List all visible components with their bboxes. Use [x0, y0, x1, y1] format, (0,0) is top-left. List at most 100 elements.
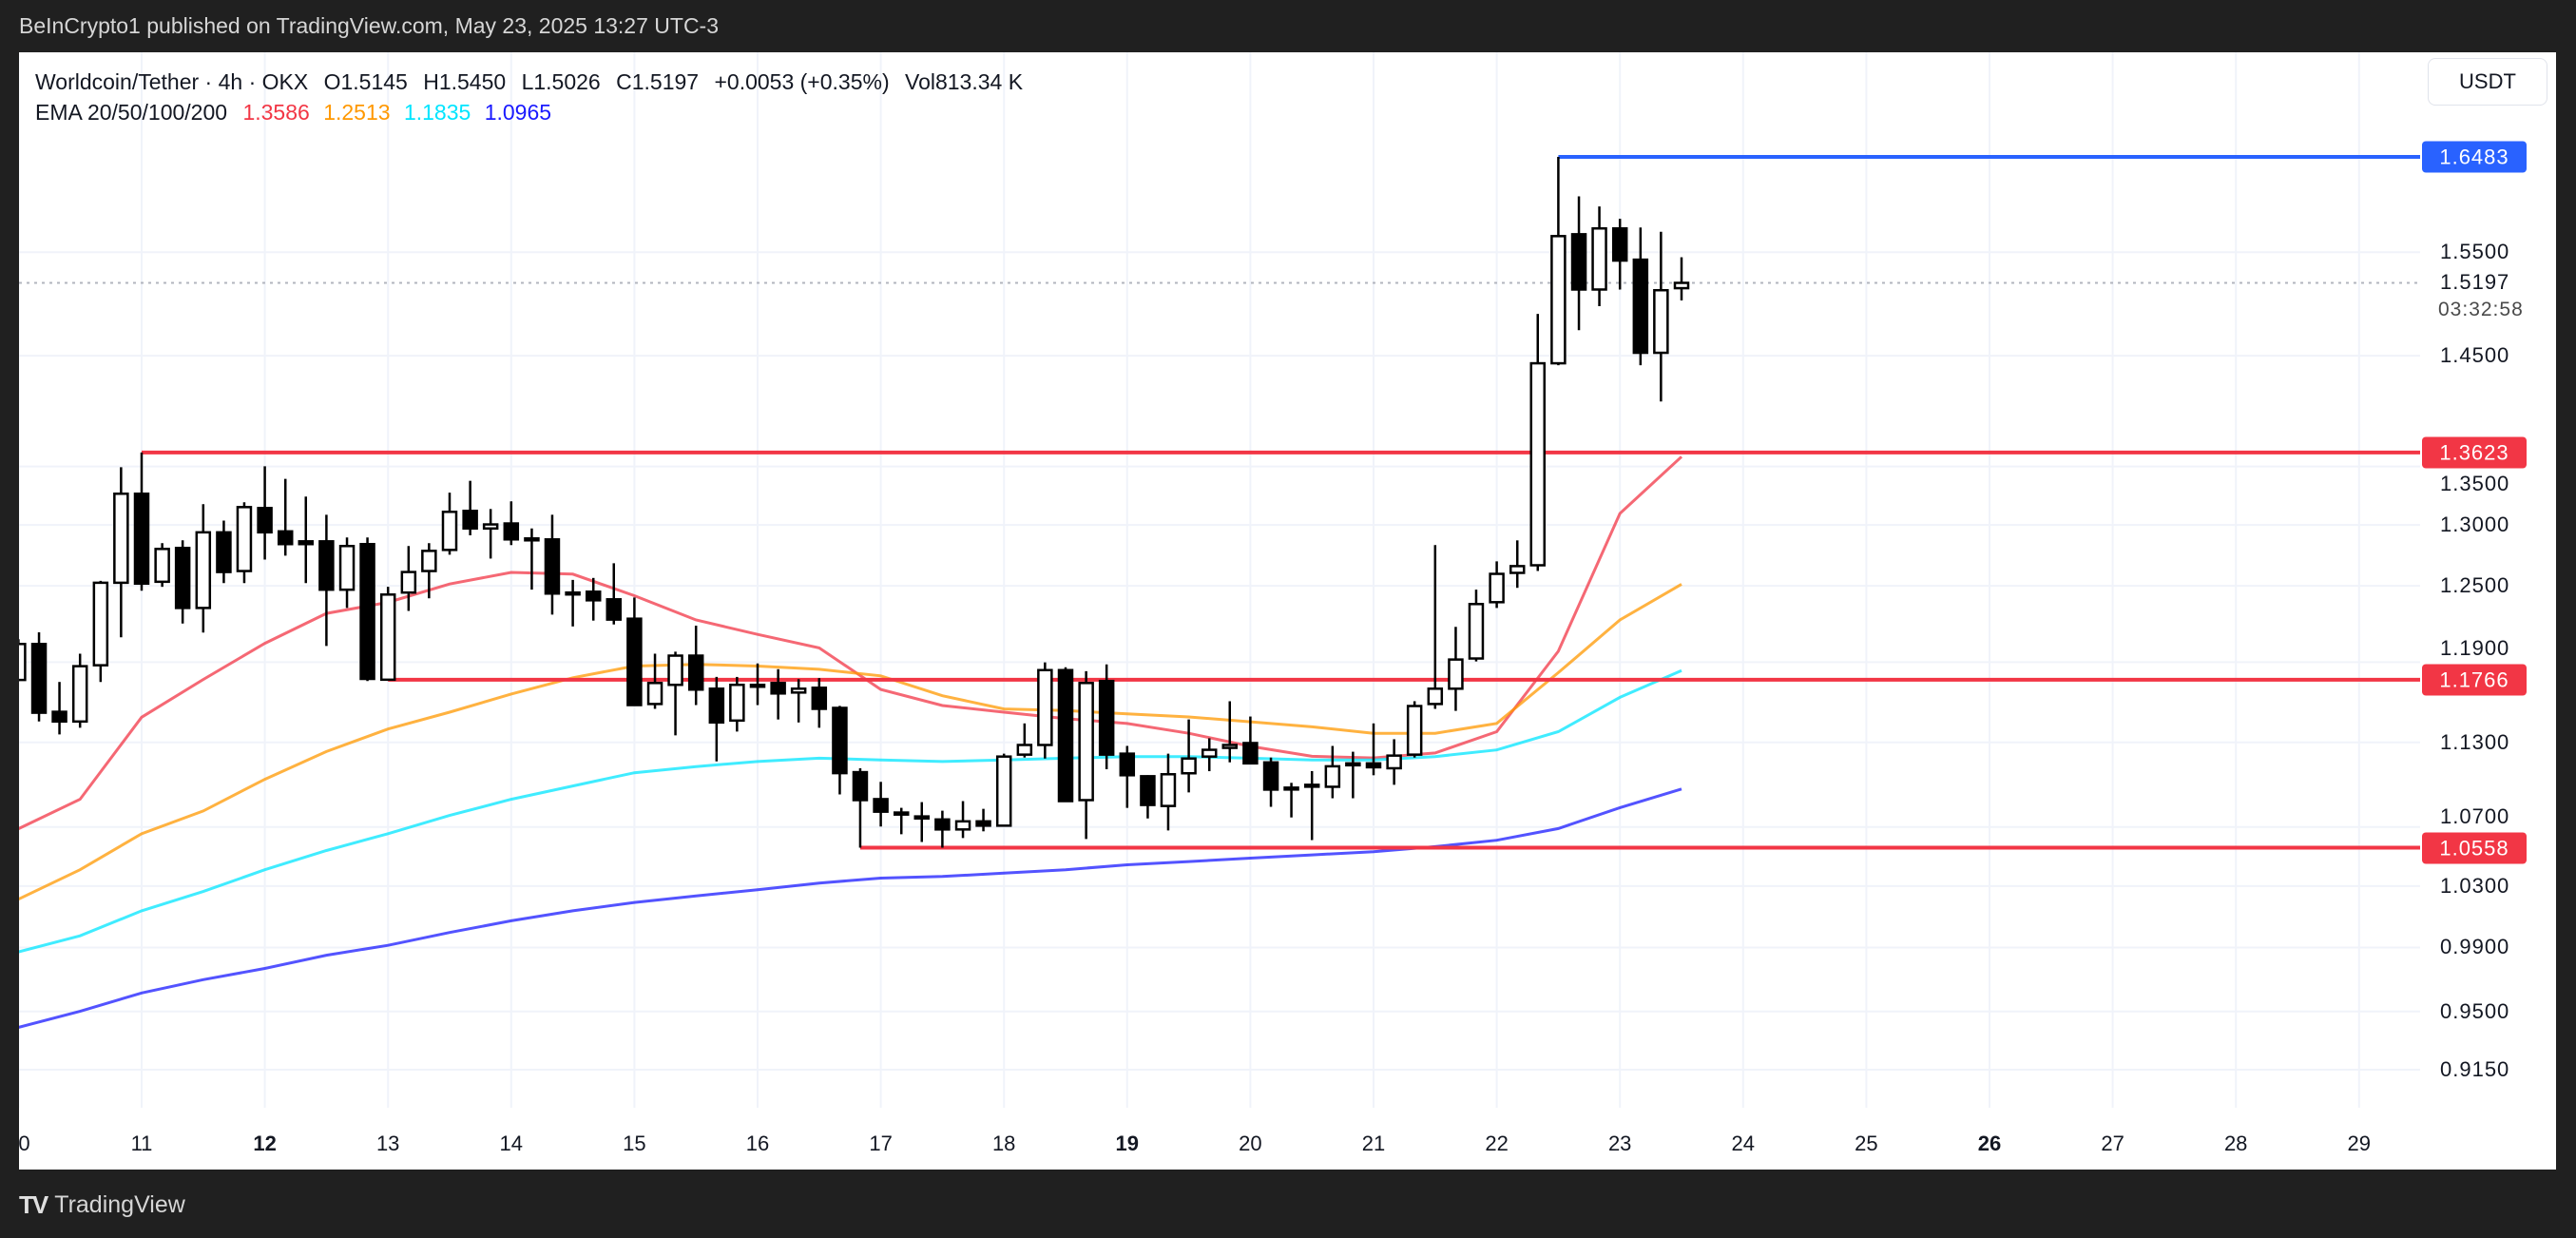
- candle-body-up: [195, 531, 212, 609]
- candle-body-up: [1489, 572, 1505, 604]
- candle: [873, 782, 889, 827]
- candle-body-up: [379, 593, 396, 682]
- candle-body-up: [236, 506, 253, 572]
- candle: [482, 509, 499, 559]
- candle-body-down: [1140, 775, 1156, 806]
- y-tick-label: 1.0300: [2440, 873, 2510, 898]
- candle: [995, 753, 1012, 827]
- candle-body-down: [462, 510, 478, 531]
- candle: [441, 493, 458, 555]
- chart-area[interactable]: Worldcoin/Tether · 4h · OKX O1.5145 H1.5…: [19, 52, 2556, 1170]
- x-tick-label: 19: [1115, 1132, 1140, 1155]
- y-tick-label: 1.1300: [2440, 729, 2510, 754]
- candle-body-up: [338, 545, 356, 591]
- candle-body-up: [1673, 281, 1690, 290]
- candle: [1345, 751, 1361, 799]
- y-tick-label: 1.3500: [2440, 471, 2510, 495]
- candle: [154, 543, 170, 588]
- x-tick-label: 23: [1607, 1132, 1632, 1155]
- candle: [1611, 219, 1628, 290]
- ema100-value: 1.1835: [403, 100, 471, 125]
- price-chart[interactable]: [19, 52, 2556, 1170]
- candle-body-up: [19, 643, 27, 682]
- candle-body-down: [1283, 786, 1299, 791]
- candle-body-down: [257, 507, 273, 534]
- candle-body-down: [893, 811, 910, 816]
- candle: [400, 546, 417, 611]
- candle-body-down: [832, 706, 848, 775]
- level-price-label: 1.1766: [2422, 664, 2527, 696]
- candle-body-up: [1037, 668, 1053, 746]
- candle: [318, 514, 335, 647]
- candle: [1632, 227, 1649, 366]
- x-tick-label: 11: [130, 1132, 153, 1155]
- currency-button[interactable]: USDT: [2428, 58, 2547, 106]
- candle-body-down: [565, 590, 581, 596]
- candle-body-up: [1406, 705, 1423, 756]
- candle: [503, 501, 520, 546]
- ema-line-ema200: [19, 787, 1682, 1029]
- x-tick-label: 17: [869, 1132, 893, 1155]
- candle-body-down: [708, 687, 725, 725]
- candle: [92, 580, 109, 683]
- candle: [1037, 662, 1053, 759]
- candle: [257, 466, 273, 560]
- candle: [544, 514, 561, 615]
- x-tick-label: 16: [745, 1132, 770, 1155]
- candle: [1242, 716, 1259, 765]
- candle-body-up: [113, 493, 129, 585]
- candle: [277, 478, 294, 556]
- candle-body-down: [1098, 679, 1115, 756]
- ema-label[interactable]: EMA 20/50/100/200: [35, 100, 228, 125]
- candle: [379, 587, 396, 682]
- candle-body-down: [975, 820, 991, 827]
- candle: [1078, 670, 1094, 840]
- candle-body-up: [1653, 288, 1669, 355]
- candle: [1550, 157, 1567, 366]
- candle-body-down: [524, 537, 540, 542]
- candle-body-down: [30, 643, 48, 714]
- candle: [1570, 196, 1587, 331]
- candle-body-down: [1611, 226, 1628, 262]
- x-tick-label: 18: [991, 1132, 1016, 1155]
- tradingview-logo-icon: TV: [19, 1190, 48, 1219]
- y-tick-label: 1.1900: [2440, 635, 2510, 660]
- candle-body-down: [934, 818, 951, 831]
- ema-line-ema20: [19, 455, 1683, 830]
- candle-body-up: [482, 523, 499, 531]
- candle-body-up: [1201, 748, 1218, 758]
- ema20-value: 1.3586: [242, 100, 310, 125]
- candle-body-down: [1570, 233, 1587, 291]
- candle: [1591, 206, 1607, 307]
- candle: [1365, 723, 1382, 776]
- candle-body-up: [1386, 754, 1402, 770]
- candle-body-up: [1550, 235, 1567, 365]
- candle-body-up: [92, 581, 109, 667]
- last-price-label: 1.5197: [2440, 270, 2510, 295]
- tradingview-logo[interactable]: TV TradingView: [19, 1190, 185, 1220]
- candle: [832, 706, 848, 795]
- candle-body-up: [1468, 603, 1485, 660]
- candle-body-down: [1057, 668, 1074, 803]
- candle: [1489, 561, 1505, 609]
- x-tick-label: 15: [623, 1132, 646, 1155]
- volume: Vol813.34 K: [905, 69, 1024, 94]
- candle-body-up: [1509, 565, 1526, 574]
- level-price-label: 1.0558: [2422, 832, 2527, 864]
- symbol-name[interactable]: Worldcoin/Tether · 4h · OKX: [35, 69, 309, 94]
- candle-body-up: [1427, 687, 1444, 706]
- candle: [462, 480, 478, 535]
- candle: [1201, 738, 1218, 772]
- candle: [216, 520, 232, 584]
- price-change: +0.0053 (+0.35%): [714, 69, 890, 94]
- candle-body-down: [51, 710, 67, 724]
- ema-legend: EMA 20/50/100/200 1.3586 1.2513 1.1835 1…: [35, 100, 561, 126]
- candle: [298, 496, 315, 584]
- candle-body-down: [606, 598, 623, 621]
- candle-body-down: [585, 590, 602, 602]
- candle: [1140, 775, 1156, 819]
- ema-line-ema50: [19, 583, 1682, 901]
- candle: [1303, 771, 1320, 841]
- candle-body-down: [913, 815, 931, 821]
- candle-body-down: [174, 547, 191, 609]
